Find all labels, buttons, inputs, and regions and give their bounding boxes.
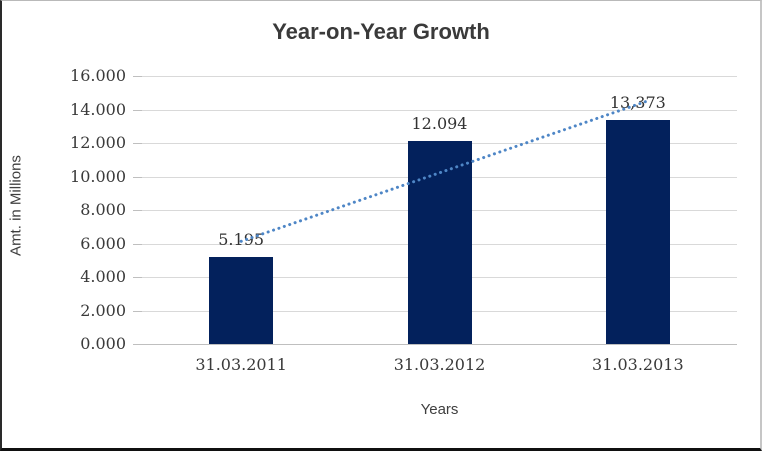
y-tick-label: 14.000 xyxy=(70,99,126,119)
y-tick-label: 8.000 xyxy=(80,200,126,219)
y-tick-label: 12.000 xyxy=(70,133,126,152)
x-axis-line xyxy=(142,344,737,345)
bar xyxy=(209,256,274,344)
bar xyxy=(407,141,472,344)
x-axis-title: Years xyxy=(420,401,459,418)
y-tick-mark xyxy=(133,143,142,144)
y-tick-label: 16.000 xyxy=(70,66,126,85)
y-tick-label: 4.000 xyxy=(80,267,126,286)
y-tick-mark xyxy=(133,210,142,211)
y-tick-label: 2.000 xyxy=(80,300,126,320)
y-tick-mark xyxy=(133,344,142,345)
x-category-label: 31.03.2013 xyxy=(592,355,684,374)
gridline xyxy=(142,76,737,77)
bar xyxy=(605,120,670,344)
bar-data-label: 12.094 xyxy=(411,114,468,134)
y-tick-mark xyxy=(133,310,142,312)
y-tick-label: 6.000 xyxy=(80,233,126,253)
y-tick-mark xyxy=(133,76,142,77)
y-tick-mark xyxy=(133,176,142,178)
y-axis-title: Amt. in Millions xyxy=(7,155,25,256)
x-category-label: 31.03.2011 xyxy=(195,355,287,374)
y-tick-label: 0.000 xyxy=(80,334,126,353)
x-category-label: 31.03.2012 xyxy=(393,355,486,374)
y-tick-mark xyxy=(133,109,142,111)
bar-data-label: 13,373 xyxy=(609,93,666,112)
bar-data-label: 5.195 xyxy=(218,229,265,249)
y-tick-mark xyxy=(133,277,142,278)
chart-title: Year-on-Year Growth xyxy=(272,19,490,44)
y-tick-label: 10.000 xyxy=(70,166,126,186)
y-tick-mark xyxy=(133,243,142,245)
